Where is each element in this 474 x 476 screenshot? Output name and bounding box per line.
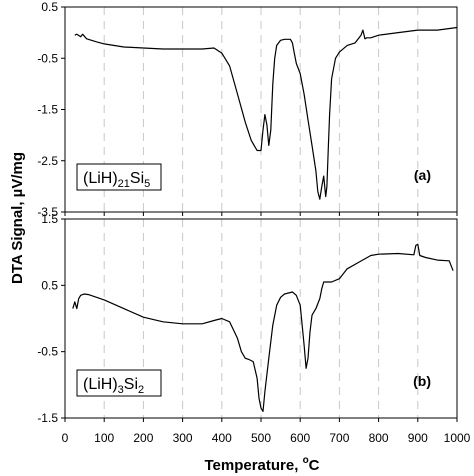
sample-label-part: 5 (144, 178, 150, 190)
sample-label-part: (LiH) (83, 376, 118, 393)
sample-label-part: 3 (118, 384, 124, 396)
panel-label: (a) (414, 167, 431, 183)
x-tick-label: 800 (369, 431, 389, 445)
panel-label: (b) (413, 373, 431, 389)
x-tick-label: 500 (251, 431, 271, 445)
y-tick-label: -0.5 (37, 345, 58, 359)
x-tick-label: 900 (408, 431, 428, 445)
y-tick-label: -2.5 (37, 154, 58, 168)
sample-label-part: 21 (118, 178, 130, 190)
sample-label-box (76, 369, 162, 397)
sample-label-part: (LiH) (83, 170, 118, 187)
panel-b: 1.5 0.5 -0.5 -1.5 (LiH)3Si2 (b) 0 100 200 300 400 5… (37, 212, 470, 445)
x-tick-label: 700 (329, 431, 349, 445)
x-tick-label: 0 (62, 431, 69, 445)
y-tick-label: 0.5 (41, 278, 58, 292)
x-tick-label: 600 (290, 431, 310, 445)
x-axis-title: Temperature, oC (204, 455, 319, 474)
x-tick-label: 200 (133, 431, 153, 445)
y-tick-label: -0.5 (37, 51, 58, 65)
sample-label: (LiH)3Si2 (83, 376, 144, 396)
sample-label: (LiH)21Si5 (83, 170, 150, 190)
sample-label-part: 2 (138, 384, 144, 396)
y-tick-label: -1.5 (37, 103, 58, 117)
y-tick-label: -3.5 (37, 205, 58, 219)
panel-a: 0.5 -0.5 -1.5 -2.5 -3.5 (LiH)21Si5 (a) (37, 0, 458, 219)
y-tick-label: 0.5 (41, 0, 58, 14)
x-tick-label: 400 (212, 431, 232, 445)
sample-label-box (76, 163, 162, 191)
dta-series-line (74, 26, 458, 200)
y-tick-label: -1.5 (37, 411, 58, 425)
x-tick-label: 300 (173, 431, 193, 445)
x-tick-label: 1000 (444, 431, 471, 445)
x-axis-title-degree: o (303, 455, 309, 466)
dta-series-line (72, 243, 454, 412)
sample-label-part: Si (124, 376, 138, 393)
sample-label-part: Si (130, 170, 144, 187)
x-tick-label: 100 (94, 431, 114, 445)
y-tick-label: 1.5 (41, 212, 58, 226)
y-axis-title: DTA Signal, µV/mg (9, 152, 26, 284)
x-axis-title-text: Temperature, (204, 457, 302, 474)
x-axis-title-unit: C (309, 457, 320, 474)
